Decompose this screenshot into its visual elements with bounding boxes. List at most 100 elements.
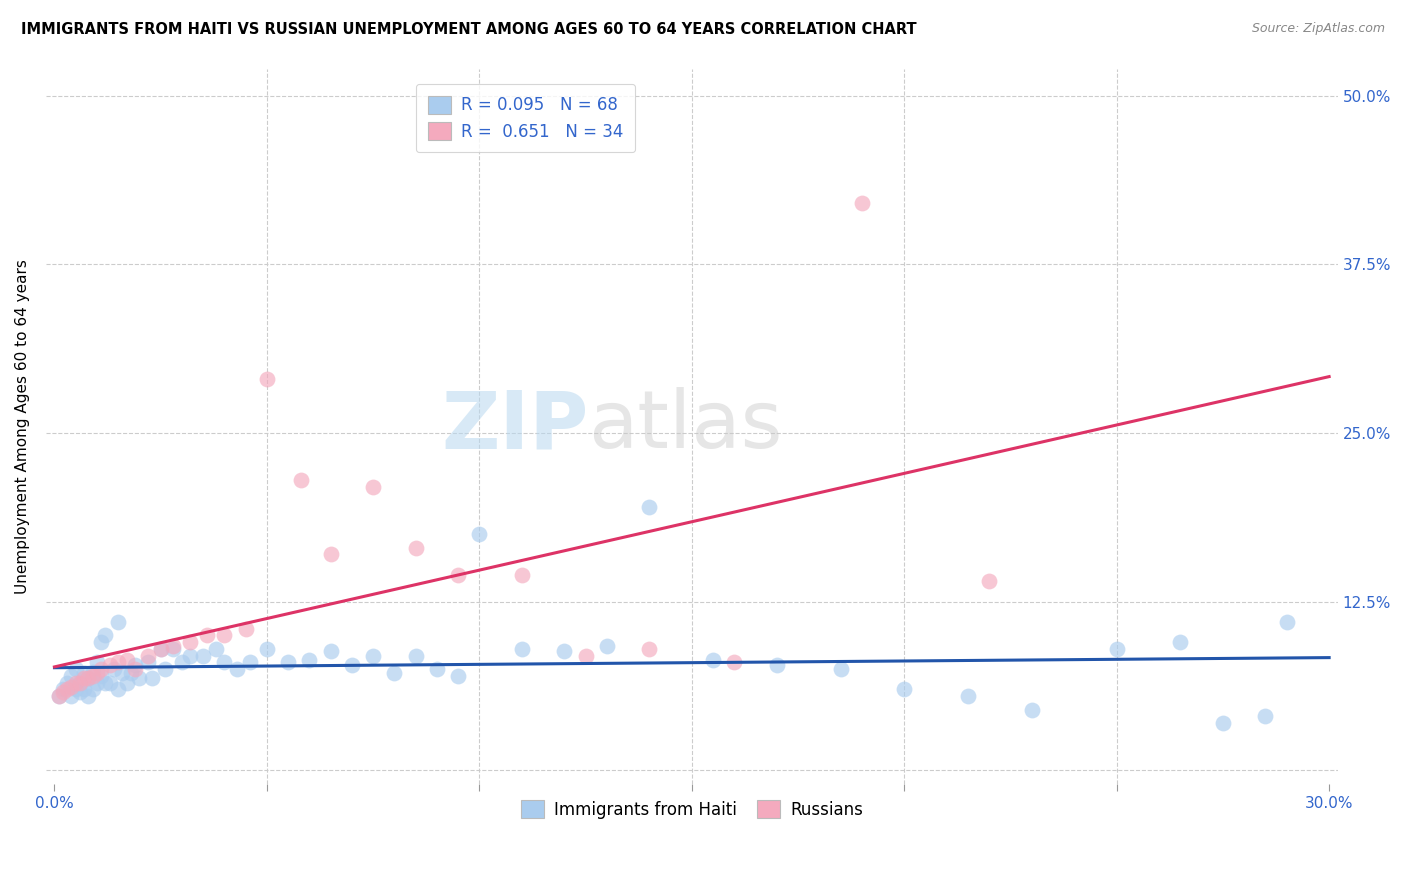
- Point: [77, 689, 100, 703]
- Point: [319, 547, 342, 561]
- Point: [120, 666, 142, 681]
- Point: [1275, 615, 1298, 629]
- Point: [65, 682, 87, 697]
- Point: [60, 689, 83, 703]
- Point: [56, 675, 79, 690]
- Point: [48, 689, 70, 703]
- Point: [1212, 716, 1234, 731]
- Point: [361, 648, 384, 663]
- Point: [103, 662, 125, 676]
- Point: [115, 675, 138, 690]
- Point: [851, 196, 873, 211]
- Point: [107, 615, 129, 629]
- Point: [107, 682, 129, 697]
- Point: [256, 641, 278, 656]
- Point: [723, 655, 745, 669]
- Point: [141, 672, 163, 686]
- Point: [60, 680, 83, 694]
- Point: [128, 672, 150, 686]
- Point: [69, 685, 91, 699]
- Point: [136, 655, 159, 669]
- Point: [124, 662, 146, 676]
- Point: [765, 657, 787, 672]
- Point: [86, 666, 108, 681]
- Point: [468, 527, 491, 541]
- Point: [179, 648, 201, 663]
- Point: [82, 682, 104, 697]
- Point: [290, 473, 312, 487]
- Point: [124, 657, 146, 672]
- Point: [426, 662, 449, 676]
- Point: [596, 639, 619, 653]
- Text: IMMIGRANTS FROM HAITI VS RUSSIAN UNEMPLOYMENT AMONG AGES 60 TO 64 YEARS CORRELAT: IMMIGRANTS FROM HAITI VS RUSSIAN UNEMPLO…: [21, 22, 917, 37]
- Point: [193, 648, 215, 663]
- Point: [65, 675, 87, 690]
- Point: [86, 675, 108, 690]
- Point: [574, 648, 596, 663]
- Point: [214, 628, 236, 642]
- Point: [149, 641, 172, 656]
- Point: [90, 635, 112, 649]
- Point: [405, 648, 427, 663]
- Point: [1105, 641, 1128, 656]
- Point: [111, 666, 134, 681]
- Point: [830, 662, 852, 676]
- Point: [319, 644, 342, 658]
- Point: [361, 480, 384, 494]
- Point: [179, 635, 201, 649]
- Text: Source: ZipAtlas.com: Source: ZipAtlas.com: [1251, 22, 1385, 36]
- Point: [115, 652, 138, 666]
- Point: [170, 655, 193, 669]
- Point: [235, 622, 257, 636]
- Point: [382, 666, 405, 681]
- Point: [277, 655, 299, 669]
- Point: [77, 672, 100, 686]
- Point: [340, 657, 363, 672]
- Point: [90, 662, 112, 676]
- Point: [405, 541, 427, 555]
- Point: [153, 662, 176, 676]
- Point: [638, 641, 661, 656]
- Point: [82, 665, 104, 679]
- Point: [239, 655, 262, 669]
- Point: [98, 657, 121, 672]
- Point: [77, 672, 100, 686]
- Point: [447, 669, 470, 683]
- Point: [86, 655, 108, 669]
- Point: [510, 641, 533, 656]
- Point: [162, 641, 184, 656]
- Point: [638, 500, 661, 514]
- Point: [553, 644, 575, 658]
- Point: [162, 639, 184, 653]
- Point: [447, 567, 470, 582]
- Point: [65, 662, 87, 676]
- Point: [205, 641, 228, 656]
- Point: [56, 682, 79, 697]
- Point: [298, 652, 321, 666]
- Point: [52, 685, 75, 699]
- Legend: Immigrants from Haiti, Russians: Immigrants from Haiti, Russians: [515, 794, 870, 825]
- Y-axis label: Unemployment Among Ages 60 to 64 years: Unemployment Among Ages 60 to 64 years: [15, 259, 30, 593]
- Point: [73, 672, 96, 686]
- Point: [956, 689, 979, 703]
- Point: [702, 652, 724, 666]
- Point: [1254, 709, 1277, 723]
- Text: ZIP: ZIP: [441, 387, 589, 465]
- Text: atlas: atlas: [589, 387, 783, 465]
- Point: [214, 655, 236, 669]
- Point: [73, 666, 96, 681]
- Point: [69, 675, 91, 690]
- Point: [82, 669, 104, 683]
- Point: [136, 648, 159, 663]
- Point: [979, 574, 1001, 589]
- Point: [73, 682, 96, 697]
- Point: [510, 567, 533, 582]
- Point: [107, 655, 129, 669]
- Point: [226, 662, 249, 676]
- Point: [90, 669, 112, 683]
- Point: [52, 682, 75, 697]
- Point: [94, 675, 117, 690]
- Point: [60, 669, 83, 683]
- Point: [256, 372, 278, 386]
- Point: [69, 675, 91, 690]
